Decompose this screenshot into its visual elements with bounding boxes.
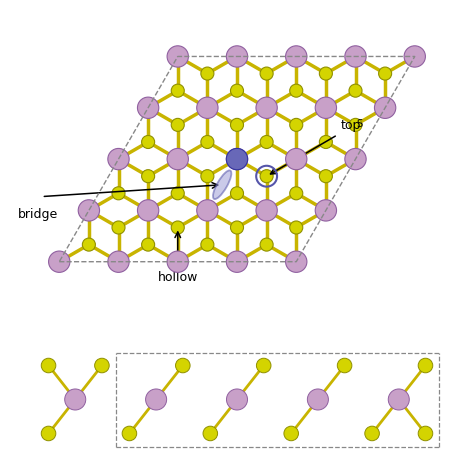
- Circle shape: [349, 118, 362, 131]
- Circle shape: [171, 84, 184, 97]
- Circle shape: [201, 136, 214, 148]
- Circle shape: [227, 389, 247, 410]
- Circle shape: [201, 238, 214, 251]
- Circle shape: [201, 67, 214, 80]
- Circle shape: [379, 67, 392, 80]
- Circle shape: [230, 84, 244, 97]
- Circle shape: [142, 170, 155, 182]
- Circle shape: [345, 148, 366, 170]
- Circle shape: [171, 118, 184, 131]
- Circle shape: [337, 358, 352, 373]
- Circle shape: [260, 170, 273, 182]
- Circle shape: [167, 148, 188, 170]
- Circle shape: [374, 97, 396, 118]
- Circle shape: [175, 358, 190, 373]
- Circle shape: [319, 67, 332, 80]
- Circle shape: [41, 358, 56, 373]
- Circle shape: [137, 200, 159, 221]
- Circle shape: [227, 148, 247, 170]
- Circle shape: [284, 426, 299, 441]
- Circle shape: [171, 221, 184, 234]
- Circle shape: [290, 221, 303, 234]
- Circle shape: [48, 251, 70, 273]
- Circle shape: [388, 389, 409, 410]
- Circle shape: [227, 251, 247, 273]
- Circle shape: [260, 67, 273, 80]
- Circle shape: [418, 426, 433, 441]
- Circle shape: [227, 46, 247, 67]
- Circle shape: [203, 426, 218, 441]
- Circle shape: [349, 84, 362, 97]
- Circle shape: [142, 238, 155, 251]
- Text: S: S: [356, 119, 362, 129]
- Circle shape: [108, 148, 129, 170]
- Circle shape: [201, 170, 214, 182]
- Circle shape: [365, 426, 379, 441]
- Circle shape: [95, 358, 109, 373]
- Circle shape: [167, 251, 188, 273]
- Circle shape: [256, 200, 277, 221]
- Circle shape: [285, 251, 307, 273]
- Circle shape: [65, 389, 86, 410]
- Circle shape: [260, 136, 273, 148]
- Circle shape: [41, 426, 56, 441]
- Circle shape: [227, 148, 247, 170]
- Circle shape: [256, 97, 277, 118]
- Circle shape: [315, 97, 337, 118]
- Circle shape: [290, 84, 303, 97]
- Ellipse shape: [213, 171, 231, 199]
- Circle shape: [319, 136, 332, 148]
- Circle shape: [307, 389, 328, 410]
- Circle shape: [230, 118, 244, 131]
- Circle shape: [137, 97, 159, 118]
- Circle shape: [260, 238, 273, 251]
- Circle shape: [142, 136, 155, 148]
- Circle shape: [230, 187, 244, 200]
- Circle shape: [171, 187, 184, 200]
- Circle shape: [112, 187, 125, 200]
- Circle shape: [78, 200, 100, 221]
- Circle shape: [290, 187, 303, 200]
- Circle shape: [146, 389, 167, 410]
- Text: hollow: hollow: [157, 271, 198, 283]
- Text: top: top: [341, 119, 361, 132]
- Circle shape: [315, 200, 337, 221]
- Text: bridge: bridge: [18, 208, 58, 221]
- Circle shape: [197, 200, 218, 221]
- Circle shape: [319, 170, 332, 182]
- Circle shape: [197, 97, 218, 118]
- Circle shape: [82, 238, 95, 251]
- Circle shape: [285, 46, 307, 67]
- Circle shape: [285, 148, 307, 170]
- Circle shape: [122, 426, 137, 441]
- Circle shape: [167, 46, 188, 67]
- Circle shape: [230, 221, 244, 234]
- Circle shape: [112, 221, 125, 234]
- Circle shape: [108, 251, 129, 273]
- Circle shape: [290, 118, 303, 131]
- Circle shape: [256, 358, 271, 373]
- Circle shape: [345, 46, 366, 67]
- Circle shape: [418, 358, 433, 373]
- Circle shape: [404, 46, 426, 67]
